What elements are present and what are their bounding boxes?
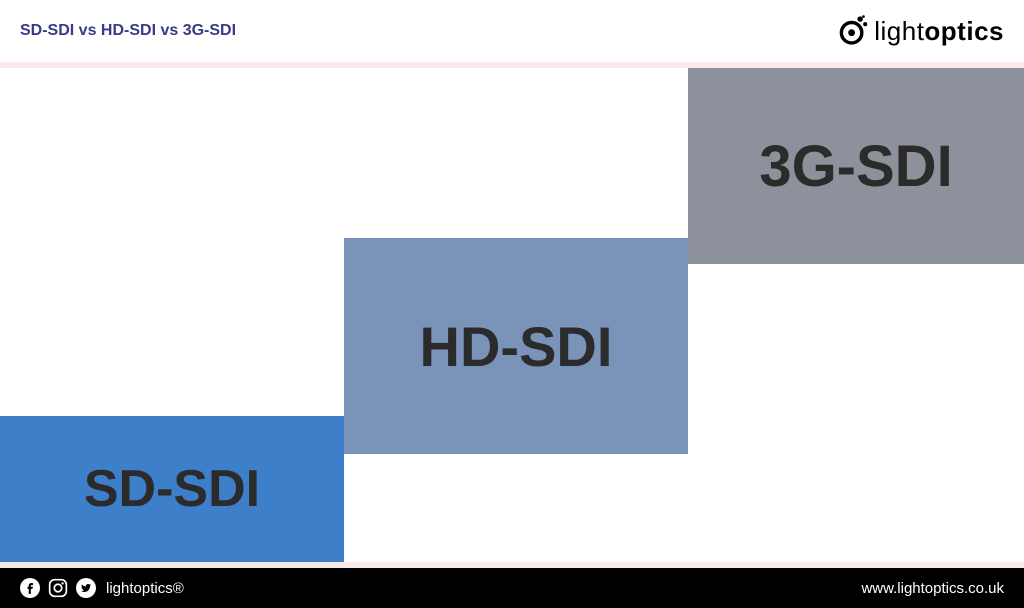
twitter-icon <box>76 578 96 598</box>
chart-area: SD-SDIHD-SDI3G-SDI <box>0 68 1024 562</box>
logo-text-light: light <box>874 16 924 46</box>
page-title: SD-SDI vs HD-SDI vs 3G-SDI <box>20 22 236 40</box>
brand-logo: lightoptics <box>838 14 1004 48</box>
page: SD-SDI vs HD-SDI vs 3G-SDI lightoptics S… <box>0 0 1024 608</box>
footer: lightoptics® www.lightoptics.co.uk <box>0 568 1024 608</box>
footer-brand: lightoptics® <box>106 580 184 597</box>
step-box-2: 3G-SDI <box>688 68 1024 264</box>
footer-url: www.lightoptics.co.uk <box>861 580 1004 597</box>
logo-text: lightoptics <box>874 16 1004 47</box>
step-box-1: HD-SDI <box>344 238 688 454</box>
instagram-icon <box>48 578 68 598</box>
footer-left: lightoptics® <box>20 578 184 598</box>
facebook-icon <box>20 578 40 598</box>
logo-text-bold: optics <box>924 16 1004 46</box>
social-icons <box>20 578 96 598</box>
logo-icon <box>838 14 872 48</box>
header: SD-SDI vs HD-SDI vs 3G-SDI lightoptics <box>0 0 1024 62</box>
step-box-0: SD-SDI <box>0 416 344 562</box>
